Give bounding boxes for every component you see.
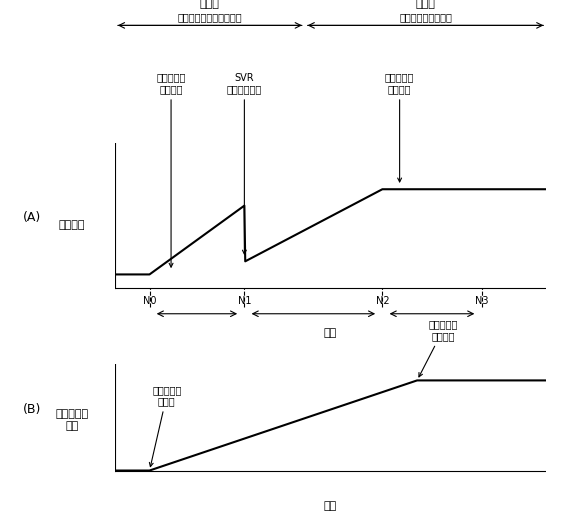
Text: (A): (A) xyxy=(23,211,41,224)
Text: N0: N0 xyxy=(143,295,156,306)
Text: 分散型電源
出力安定: 分散型電源 出力安定 xyxy=(385,73,415,182)
Text: 時間: 時間 xyxy=(324,328,338,338)
Text: SVR
１タップ降圧: SVR １タップ降圧 xyxy=(227,73,262,254)
Text: 時間: 時間 xyxy=(324,501,338,511)
Text: N2: N2 xyxy=(375,295,389,306)
Text: 逆潮流: 逆潮流 xyxy=(416,0,435,9)
Text: 順潮流: 順潮流 xyxy=(200,0,220,9)
Text: 二次電圧: 二次電圧 xyxy=(59,220,85,230)
Text: （タップ５に電圧調整）: （タップ５に電圧調整） xyxy=(178,12,242,22)
Text: 分散型電源
出力: 分散型電源 出力 xyxy=(55,409,89,431)
Text: 分散型電源
出力０: 分散型電源 出力０ xyxy=(150,385,182,466)
Text: 分散型電源
連系開始: 分散型電源 連系開始 xyxy=(156,73,186,267)
Text: N1: N1 xyxy=(237,295,251,306)
Text: N3: N3 xyxy=(475,295,488,306)
Text: (B): (B) xyxy=(23,403,41,416)
Text: （タップ４に固定）: （タップ４に固定） xyxy=(399,12,452,22)
Text: 分散型電源
出力最大: 分散型電源 出力最大 xyxy=(419,319,458,377)
